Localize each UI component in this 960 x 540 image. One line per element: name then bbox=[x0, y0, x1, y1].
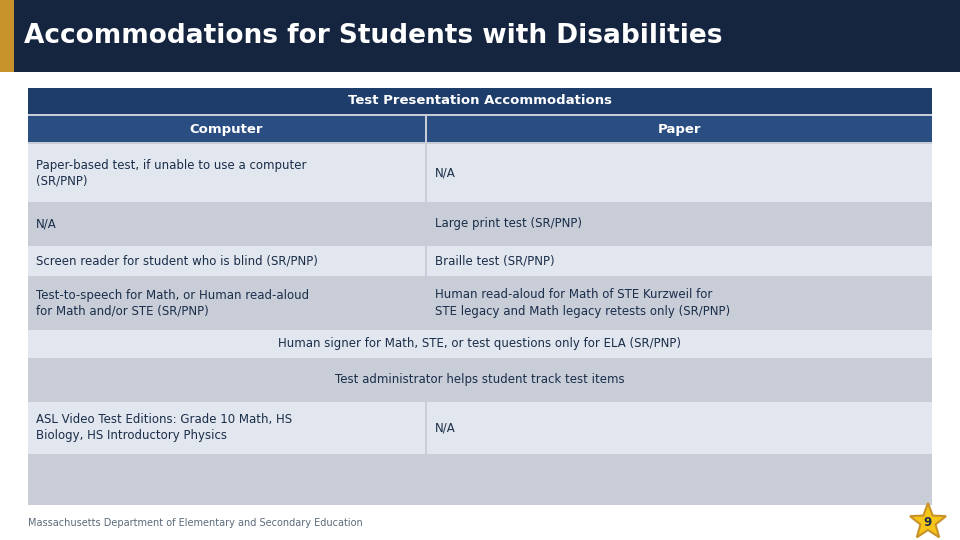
FancyBboxPatch shape bbox=[28, 88, 932, 114]
Text: ASL Video Test Editions: Grade 10 Math, HS
Biology, HS Introductory Physics: ASL Video Test Editions: Grade 10 Math, … bbox=[36, 414, 292, 442]
FancyBboxPatch shape bbox=[28, 144, 424, 202]
Text: N/A: N/A bbox=[435, 422, 455, 435]
Text: 9: 9 bbox=[924, 516, 932, 529]
FancyBboxPatch shape bbox=[28, 330, 932, 358]
FancyBboxPatch shape bbox=[427, 116, 932, 142]
Text: Braille test (SR/PNP): Braille test (SR/PNP) bbox=[435, 254, 554, 267]
FancyBboxPatch shape bbox=[28, 246, 424, 276]
FancyBboxPatch shape bbox=[427, 402, 932, 454]
Text: Human signer for Math, STE, or test questions only for ELA (SR/PNP): Human signer for Math, STE, or test ques… bbox=[278, 338, 682, 350]
FancyBboxPatch shape bbox=[28, 116, 424, 142]
Text: Accommodations for Students with Disabilities: Accommodations for Students with Disabil… bbox=[24, 23, 723, 49]
Text: Test administrator helps student track test items: Test administrator helps student track t… bbox=[335, 374, 625, 387]
Text: Paper: Paper bbox=[658, 123, 701, 136]
Text: Computer: Computer bbox=[190, 123, 263, 136]
FancyBboxPatch shape bbox=[427, 144, 932, 202]
FancyBboxPatch shape bbox=[427, 278, 932, 328]
Text: Screen reader for student who is blind (SR/PNP): Screen reader for student who is blind (… bbox=[36, 254, 318, 267]
FancyBboxPatch shape bbox=[28, 278, 424, 328]
Text: N/A: N/A bbox=[36, 218, 57, 231]
FancyBboxPatch shape bbox=[0, 0, 14, 72]
FancyBboxPatch shape bbox=[427, 246, 932, 276]
FancyBboxPatch shape bbox=[28, 402, 424, 454]
Text: Paper-based test, if unable to use a computer
(SR/PNP): Paper-based test, if unable to use a com… bbox=[36, 159, 306, 187]
Text: N/A: N/A bbox=[435, 166, 455, 179]
FancyBboxPatch shape bbox=[28, 88, 932, 505]
Text: Test-to-speech for Math, or Human read-aloud
for Math and/or STE (SR/PNP): Test-to-speech for Math, or Human read-a… bbox=[36, 288, 309, 318]
Text: Human read-aloud for Math of STE Kurzweil for
STE legacy and Math legacy retests: Human read-aloud for Math of STE Kurzwei… bbox=[435, 288, 730, 318]
FancyBboxPatch shape bbox=[28, 360, 932, 400]
FancyBboxPatch shape bbox=[0, 0, 960, 72]
Text: Massachusetts Department of Elementary and Secondary Education: Massachusetts Department of Elementary a… bbox=[28, 518, 363, 528]
FancyBboxPatch shape bbox=[28, 204, 424, 244]
Text: Large print test (SR/PNP): Large print test (SR/PNP) bbox=[435, 218, 582, 231]
FancyBboxPatch shape bbox=[427, 204, 932, 244]
Polygon shape bbox=[910, 503, 946, 537]
Text: Test Presentation Accommodations: Test Presentation Accommodations bbox=[348, 94, 612, 107]
